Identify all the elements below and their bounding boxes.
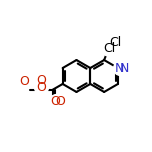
Text: O: O bbox=[19, 75, 29, 88]
Text: Cl: Cl bbox=[103, 42, 115, 55]
Text: O: O bbox=[55, 95, 65, 108]
Text: Cl: Cl bbox=[109, 36, 121, 49]
Text: N: N bbox=[115, 62, 125, 74]
Text: O: O bbox=[36, 81, 46, 94]
Text: N: N bbox=[120, 62, 129, 74]
Text: O: O bbox=[36, 74, 46, 87]
Text: O: O bbox=[51, 95, 60, 108]
